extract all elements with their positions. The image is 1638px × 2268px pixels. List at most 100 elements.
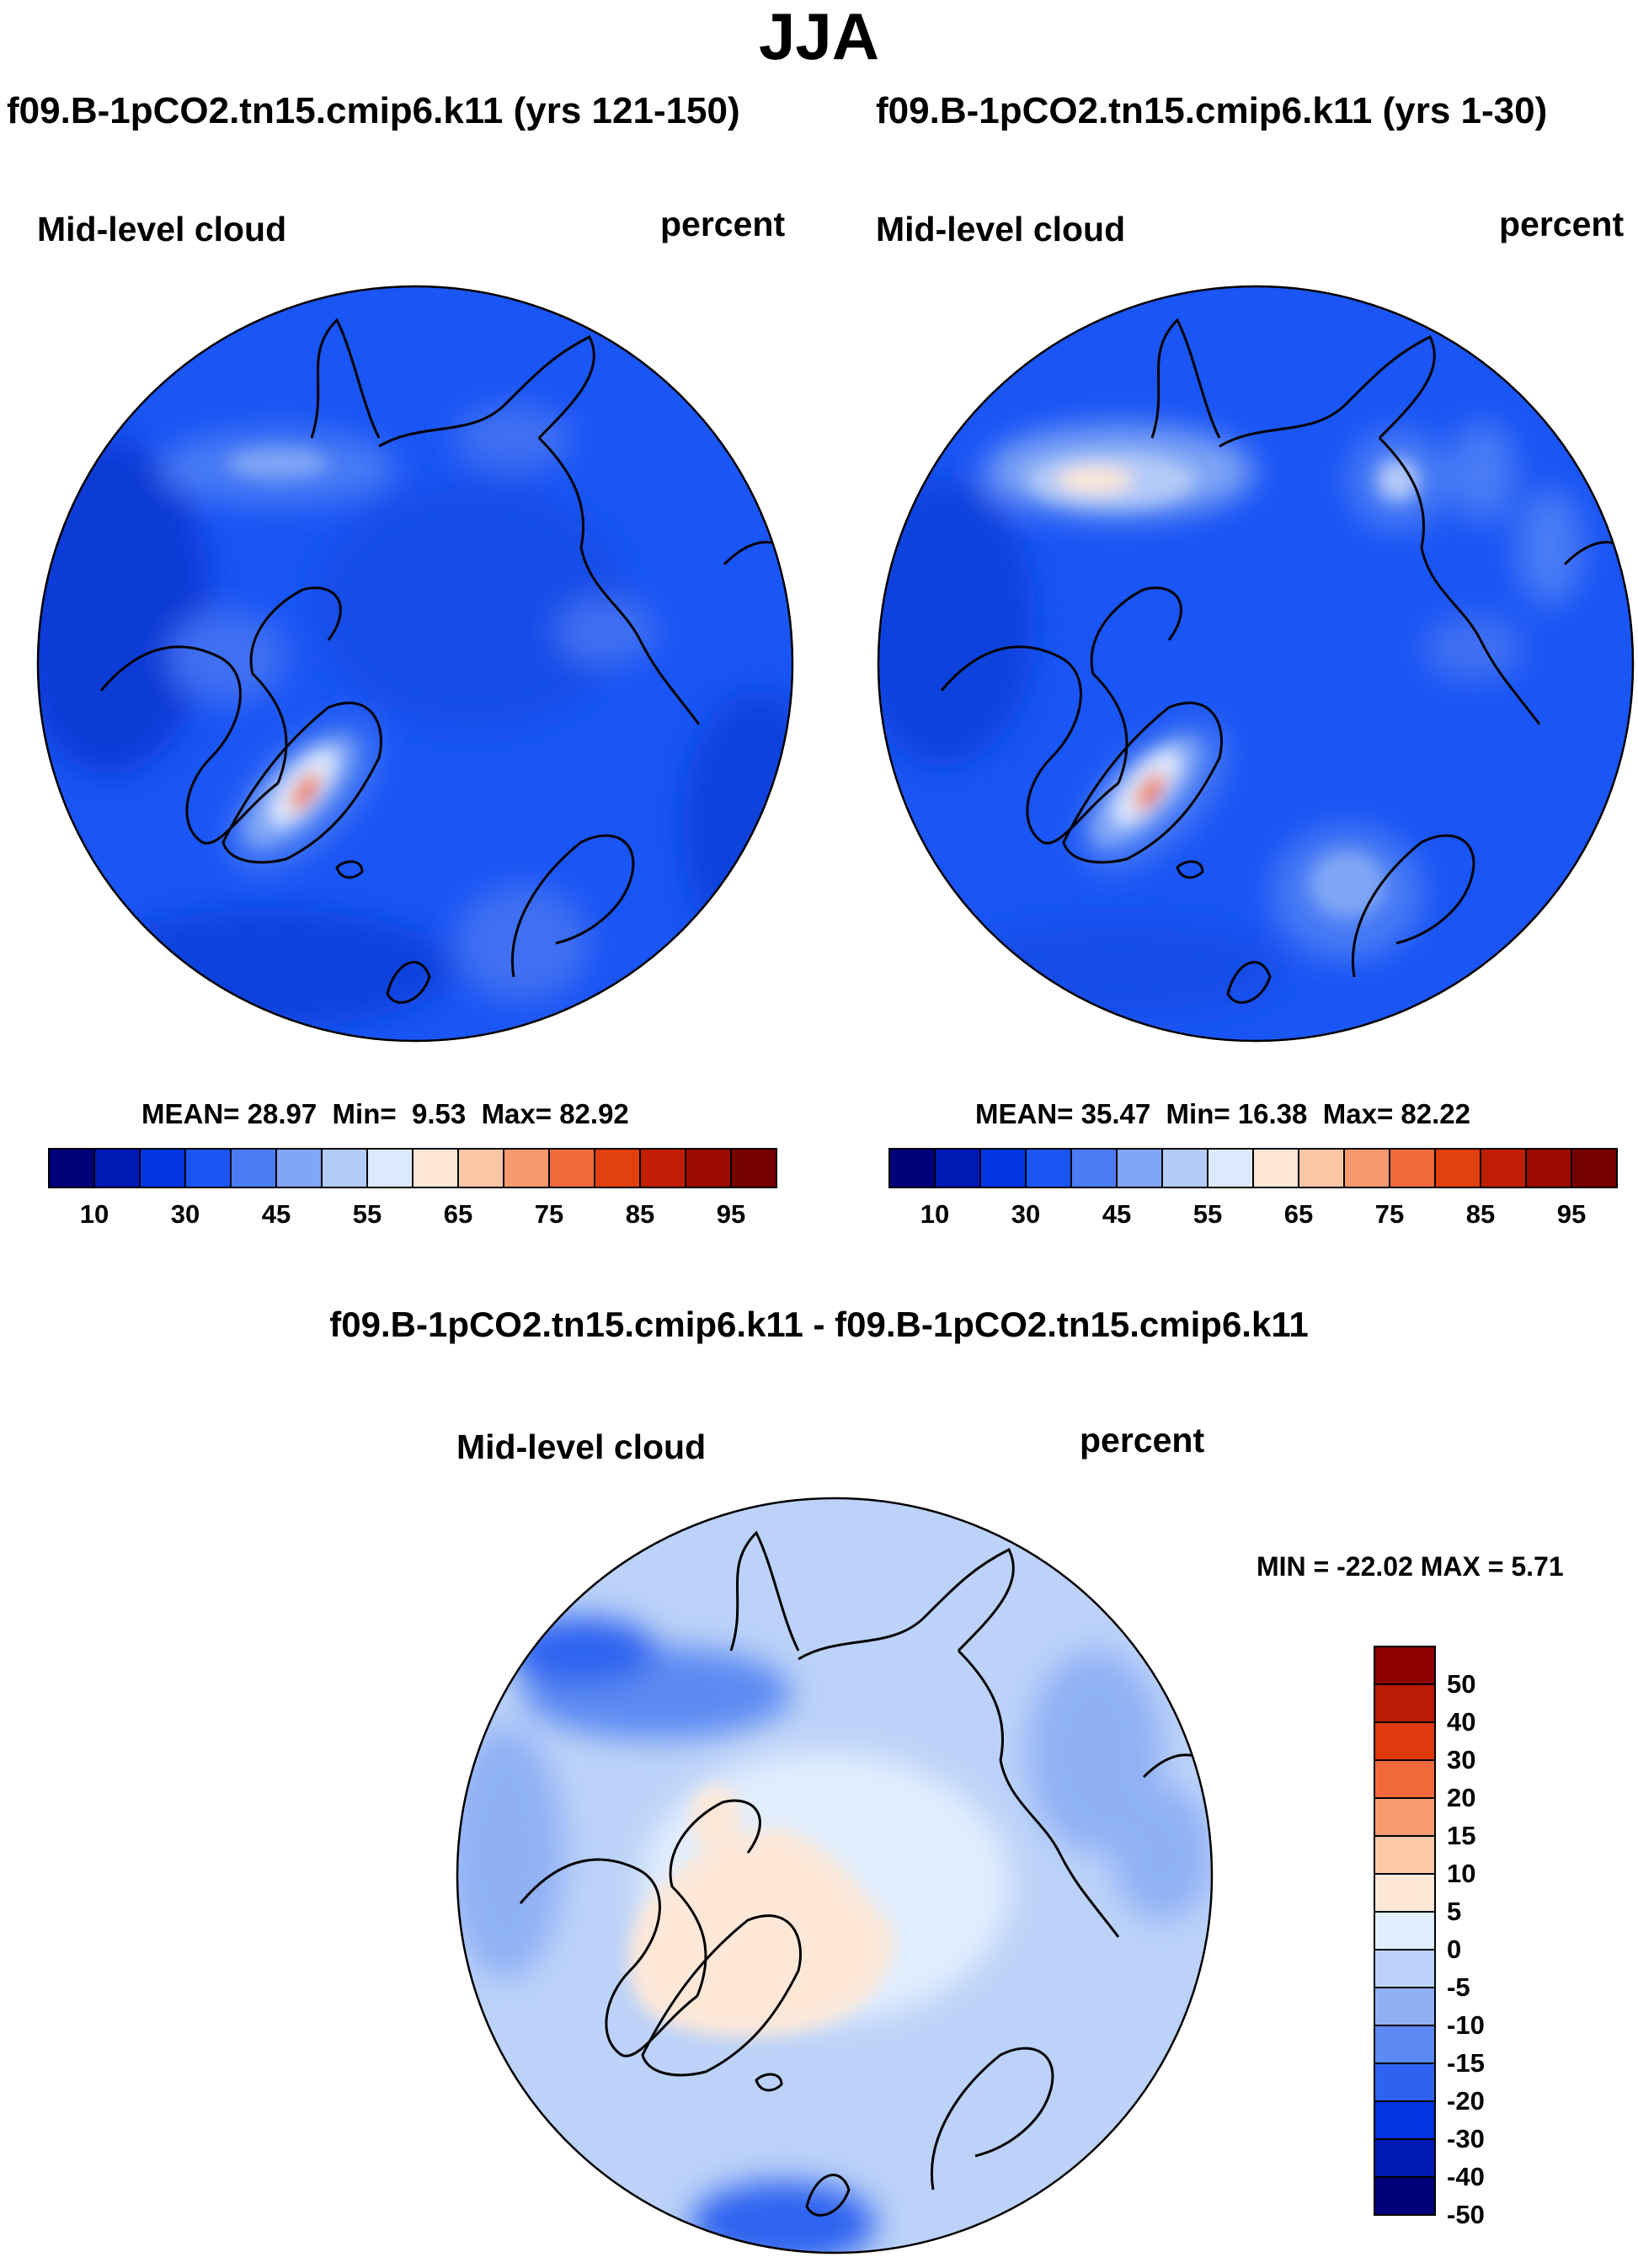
right-max-label: Max= <box>1322 1098 1394 1129</box>
difference-colorbar-box <box>1374 2100 1436 2140</box>
difference-colorbar-box <box>1374 1797 1436 1837</box>
right-units-label: percent <box>1499 205 1625 243</box>
difference-colorbar-box <box>1374 1721 1436 1761</box>
left-colorbar-box <box>230 1148 277 1188</box>
right-colorbar-box <box>979 1148 1027 1188</box>
left-colorbar-tick-label: 55 <box>353 1199 381 1229</box>
left-colorbar-tick-label: 95 <box>717 1199 745 1229</box>
difference-colorbar-tick-label: -50 <box>1447 2200 1485 2229</box>
right-colorbar-tick-label: 95 <box>1557 1199 1586 1229</box>
left-colorbar-box <box>93 1148 141 1188</box>
right-colorbar-tick-label: 55 <box>1193 1199 1222 1229</box>
right-map <box>877 285 1635 1043</box>
difference-colorbar-tick-label: 30 <box>1447 1745 1475 1774</box>
left-colorbar-box <box>548 1148 595 1188</box>
right-colorbar-box <box>1525 1148 1572 1188</box>
left-variable-label: Mid-level cloud <box>37 210 287 248</box>
difference-colorbar-box <box>1374 1911 1436 1950</box>
left-colorbar-tick-label: 10 <box>80 1199 109 1229</box>
left-min-label: Min= <box>332 1098 397 1129</box>
left-max-label: Max= <box>481 1098 552 1129</box>
difference-colorbar-tick-label: -40 <box>1447 2162 1485 2191</box>
right-min-value: 16.38 <box>1237 1098 1308 1129</box>
difference-colorbar-box <box>1374 2176 1436 2216</box>
difference-colorbar-tick-label: 50 <box>1447 1669 1475 1699</box>
difference-units-label: percent <box>1080 1421 1205 1460</box>
difference-colorbar-tick-label: 20 <box>1447 1783 1475 1812</box>
right-colorbar-box <box>1252 1148 1299 1188</box>
right-colorbar-tick-label: 30 <box>1011 1199 1040 1229</box>
left-max-value: 82.92 <box>559 1098 629 1129</box>
left-colorbar-box <box>730 1148 777 1188</box>
right-map-border <box>877 285 1635 1043</box>
left-colorbar: 10 30 45 55 65 75 85 95 <box>48 1148 777 1229</box>
difference-map-border <box>456 1497 1214 2255</box>
left-colorbar-tick-label: 75 <box>535 1199 563 1229</box>
right-colorbar-tick-label: 75 <box>1375 1199 1404 1229</box>
difference-colorbar-box <box>1374 2063 1436 2102</box>
left-colorbar-box <box>184 1148 232 1188</box>
left-colorbar-box <box>412 1148 459 1188</box>
right-colorbar-box <box>1480 1148 1527 1188</box>
left-stats: MEAN= 28.97 Min= 9.53 Max= 82.92 <box>141 1100 629 1128</box>
right-colorbar-box <box>1207 1148 1254 1188</box>
difference-colorbar-tick-label: 40 <box>1447 1707 1475 1737</box>
right-colorbar-box <box>1434 1148 1481 1188</box>
difference-colorbar-tick-label: 15 <box>1447 1821 1475 1850</box>
right-mean-label: MEAN= <box>975 1098 1074 1129</box>
difference-colorbar-tick-label: -5 <box>1447 1972 1470 2002</box>
difference-colorbar-box <box>1374 2025 1436 2064</box>
left-colorbar-box <box>639 1148 686 1188</box>
difference-colorbar-box <box>1374 1759 1436 1799</box>
difference-colorbar-tick-label: 0 <box>1447 1934 1461 1964</box>
left-panel-title: f09.B-1pCO2.tn15.cmip6.k11 (yrs 121-150) <box>7 90 740 131</box>
left-mean-value: 28.97 <box>247 1098 317 1129</box>
right-mean-value: 35.47 <box>1080 1098 1151 1129</box>
right-colorbar-tick-label: 85 <box>1466 1199 1495 1229</box>
difference-colorbar-tick-label: -10 <box>1447 2010 1485 2040</box>
difference-panel-title: f09.B-1pCO2.tn15.cmip6.k11 - f09.B-1pCO2… <box>329 1305 1309 1344</box>
right-panel-title: f09.B-1pCO2.tn15.cmip6.k11 (yrs 1-30) <box>876 90 1548 131</box>
difference-map <box>456 1497 1214 2255</box>
right-colorbar-box <box>1389 1148 1436 1188</box>
right-colorbar-box <box>1116 1148 1163 1188</box>
left-colorbar-box <box>685 1148 732 1188</box>
left-colorbar-box <box>457 1148 504 1188</box>
left-colorbar-tick-label: 30 <box>171 1199 200 1229</box>
right-colorbar-box <box>1161 1148 1208 1188</box>
right-colorbar-box <box>934 1148 981 1188</box>
left-colorbar-box <box>503 1148 550 1188</box>
difference-colorbar-box <box>1374 1835 1436 1875</box>
right-colorbar-box <box>888 1148 936 1188</box>
left-colorbar-box <box>275 1148 323 1188</box>
difference-colorbar-box <box>1374 1873 1436 1913</box>
right-colorbar-tick-label: 65 <box>1284 1199 1313 1229</box>
right-colorbar-box <box>1298 1148 1345 1188</box>
difference-colorbar-tick-label: -15 <box>1447 2048 1485 2078</box>
left-colorbar-tick-label: 85 <box>626 1199 654 1229</box>
left-min-value: 9.53 <box>411 1098 467 1129</box>
difference-colorbar-box <box>1374 2138 1436 2178</box>
left-mean-label: MEAN= <box>141 1098 240 1129</box>
right-colorbar-box <box>1571 1148 1618 1188</box>
difference-colorbar-box <box>1374 1987 1436 2026</box>
difference-colorbar-box <box>1374 1684 1436 1723</box>
difference-variable-label: Mid-level cloud <box>456 1428 707 1466</box>
right-map-coastlines <box>940 318 1616 1004</box>
difference-colorbar-tick-label: -20 <box>1447 2086 1485 2116</box>
left-colorbar-tick-label: 65 <box>444 1199 472 1229</box>
right-colorbar-tick-label: 10 <box>920 1199 949 1229</box>
right-colorbar-tick-label: 45 <box>1102 1199 1131 1229</box>
left-colorbar-box <box>366 1148 414 1188</box>
left-colorbar-box <box>321 1148 368 1188</box>
right-stats: MEAN= 35.47 Min= 16.38 Max= 82.22 <box>975 1100 1470 1128</box>
right-max-value: 82.22 <box>1401 1098 1470 1129</box>
right-colorbar-box <box>1025 1148 1072 1188</box>
left-map-border <box>36 285 794 1043</box>
difference-colorbar-tick-label: 10 <box>1447 1859 1475 1888</box>
left-map <box>36 285 794 1043</box>
page-title: JJA <box>758 0 880 73</box>
left-colorbar-tick-label: 45 <box>262 1199 291 1229</box>
